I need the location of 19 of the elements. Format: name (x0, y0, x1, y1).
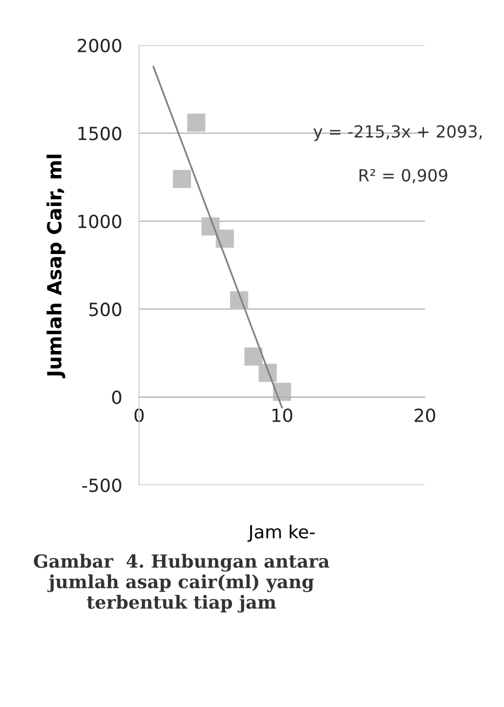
point (216, 230, 234, 248)
annotation: y = -215,3x + 2093, (314, 125, 482, 141)
point (258, 364, 277, 382)
text: Gambar 4. Hubungan antara jumlah asap cair(ml) yang terbentuk tiap jam (34, 554, 330, 613)
x-tick-label: 20 (414, 408, 436, 422)
point (187, 114, 206, 132)
point (244, 348, 262, 366)
y-axis-title: Jumlah Asap Cair, ml (46, 154, 66, 378)
x-tick-label: 10 (272, 408, 292, 422)
y-tick-label: 1500 (78, 126, 122, 140)
y-tick-label: -500 (82, 478, 122, 492)
y-tick-label: 0 (112, 390, 122, 404)
y-tick-label: 1000 (78, 214, 122, 228)
x-tick-label: 0 (134, 408, 144, 422)
x-axis-title: Jam ke- (247, 524, 315, 542)
y-tick-label: 500 (89, 302, 122, 316)
y-tick-label: 2000 (78, 38, 122, 52)
annotation: R² = 0,909 (360, 168, 448, 184)
point (172, 170, 192, 188)
